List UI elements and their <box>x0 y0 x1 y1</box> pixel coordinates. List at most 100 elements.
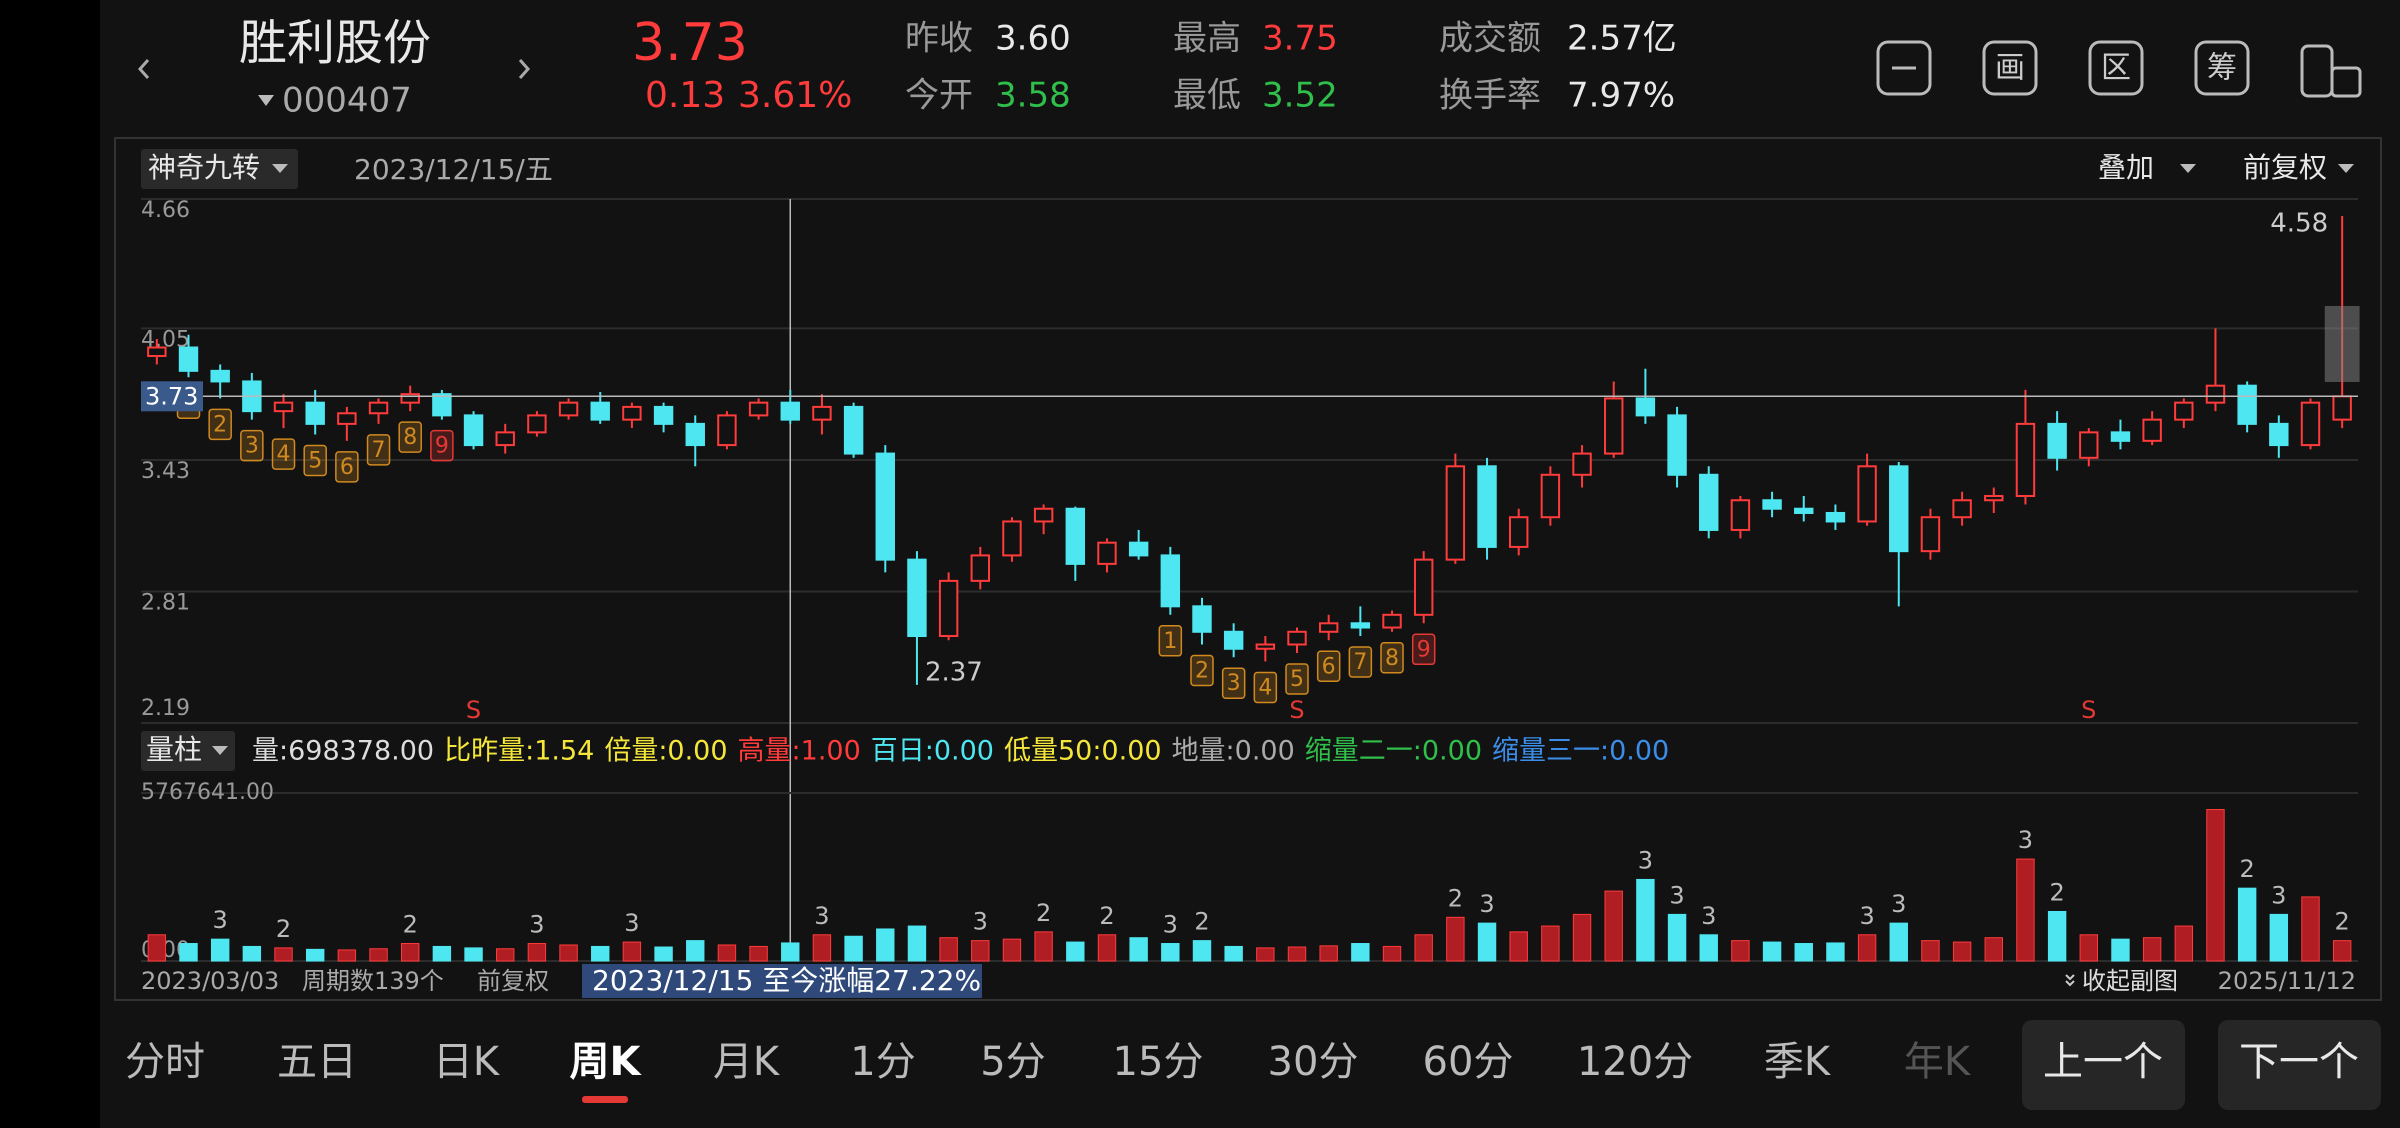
icon-box[interactable] <box>2194 40 2250 96</box>
volume-tag: 3 <box>973 908 988 936</box>
candle-body <box>938 579 959 638</box>
volume-bar <box>844 935 863 962</box>
y-tick-label: 2.19 <box>141 696 190 721</box>
period-tab[interactable]: 季K <box>1764 1039 1832 1085</box>
prev-stock-arrow[interactable] <box>137 59 150 79</box>
candle-body <box>368 401 389 415</box>
volume-tag: 3 <box>624 909 639 937</box>
period-tab[interactable]: 30分 <box>1268 1039 1359 1085</box>
icon-minus[interactable] <box>1876 40 1932 96</box>
volume-bar <box>781 942 800 962</box>
period-tab[interactable]: 分时 <box>125 1039 205 1085</box>
volume-bar <box>464 947 483 962</box>
side-strip <box>0 0 100 1128</box>
dropdown-caret <box>2338 164 2354 173</box>
candle-body <box>558 401 579 417</box>
candle-body <box>1002 520 1022 557</box>
candle-body <box>1952 499 1972 519</box>
volume-bar <box>2332 940 2352 962</box>
volume-bar <box>971 940 990 962</box>
nine-turn-count: 2 <box>1195 659 1209 684</box>
icon-label: 区 <box>2101 51 2131 86</box>
adjust-menu[interactable]: 前复权 <box>2243 151 2327 184</box>
volume-tag: 2 <box>2049 878 2064 906</box>
stat-value: 7.97% <box>1567 76 1675 116</box>
candle-body <box>748 401 769 417</box>
period-tab[interactable]: 月K <box>713 1039 781 1085</box>
volume-tag: 3 <box>1638 846 1653 874</box>
icon-phone-side <box>2330 66 2362 98</box>
nav-button-label[interactable]: 上一个 <box>2043 1039 2163 1085</box>
volume-dropdown[interactable] <box>141 731 235 771</box>
candle-body <box>1667 414 1687 476</box>
signal: S <box>466 696 481 724</box>
candle-body <box>1223 630 1244 650</box>
nav-button-label[interactable]: 下一个 <box>2239 1039 2359 1085</box>
volume-tag: 2 <box>1448 884 1463 912</box>
current-price-tag <box>141 381 203 412</box>
nav-button[interactable] <box>2218 1020 2381 1110</box>
candle-body <box>2269 422 2289 447</box>
volume-bar <box>337 949 357 962</box>
cursor-date: 2023/12/15/五 <box>354 153 553 186</box>
volume-bar <box>1952 941 1972 962</box>
volume-bar <box>2111 938 2130 962</box>
volume-bar <box>179 943 198 962</box>
candle-body <box>907 558 927 638</box>
volume-bar <box>1446 916 1465 962</box>
nine-turn-count: 1 <box>1163 629 1177 654</box>
candle-body <box>2300 401 2321 447</box>
next-stock-arrow[interactable] <box>518 59 531 79</box>
overlay-menu[interactable]: 叠加 <box>2098 151 2154 184</box>
volume-indicator: 缩量二一:0.00 <box>1305 736 1482 767</box>
y-tick-label: 4.66 <box>141 198 190 223</box>
volume-tag: 2 <box>276 915 291 943</box>
nine-turn-count: 7 <box>1353 650 1367 675</box>
volume-bar <box>400 943 420 962</box>
period-tab[interactable]: 60分 <box>1423 1039 1514 1085</box>
code-dropdown[interactable] <box>258 95 274 106</box>
icon-box[interactable] <box>2088 40 2144 96</box>
period-tab[interactable]: 15分 <box>1113 1039 1204 1085</box>
candle-body <box>1635 397 1656 417</box>
candle-body <box>622 405 642 421</box>
volume-bar <box>749 945 768 962</box>
candle-body <box>1255 643 1276 650</box>
candle-body <box>1857 465 1877 523</box>
volume-indicators: 量:698378.00 比昨量:1.54 倍量:0.00 高量:1.00 百日:0.00… <box>252 736 1669 767</box>
collapse-sub-chart[interactable]: 收起副图 <box>2082 967 2178 995</box>
nine-turn-box <box>1190 654 1214 687</box>
volume-indicator: 量:698378.00 <box>252 736 434 767</box>
volume-bar <box>622 941 642 962</box>
period-tab[interactable]: 年K <box>1904 1039 1972 1085</box>
volume-bar <box>1034 931 1053 962</box>
tab-underline <box>582 1096 628 1103</box>
period-tab[interactable]: 120分 <box>1577 1039 1693 1085</box>
dropdown-caret <box>272 164 288 173</box>
indicator-dropdown[interactable] <box>141 149 298 189</box>
period-tab[interactable]: 日K <box>433 1039 501 1085</box>
nine-turn-count: 5 <box>1290 667 1304 692</box>
volume-bar <box>527 943 547 962</box>
candle-body <box>1825 511 1846 523</box>
icon-box[interactable] <box>1982 40 2038 96</box>
nine-turn-box <box>271 438 296 470</box>
nine-turn-count: 8 <box>1385 646 1399 671</box>
period-tab[interactable]: 周K <box>570 1039 643 1085</box>
toolbar-icons: 画区筹 <box>1876 40 2362 98</box>
volume-indicator: 比昨量:1.54 <box>444 736 594 767</box>
candle-body <box>1540 473 1561 519</box>
candle-body <box>1033 507 1054 523</box>
volume-bar <box>1129 937 1148 962</box>
volume-bar <box>1857 934 1877 962</box>
volume-bar <box>1319 945 1338 962</box>
candle-body <box>1508 516 1529 548</box>
candle-body <box>2142 418 2162 442</box>
volume-bar <box>1572 913 1592 962</box>
nav-button[interactable] <box>2022 1020 2185 1110</box>
period-tab[interactable]: 五日 <box>277 1039 357 1085</box>
period-tab[interactable]: 1分 <box>850 1039 915 1085</box>
candle-body <box>1065 507 1086 565</box>
nine-turn-box <box>1158 625 1183 657</box>
period-tab[interactable]: 5分 <box>980 1039 1045 1085</box>
